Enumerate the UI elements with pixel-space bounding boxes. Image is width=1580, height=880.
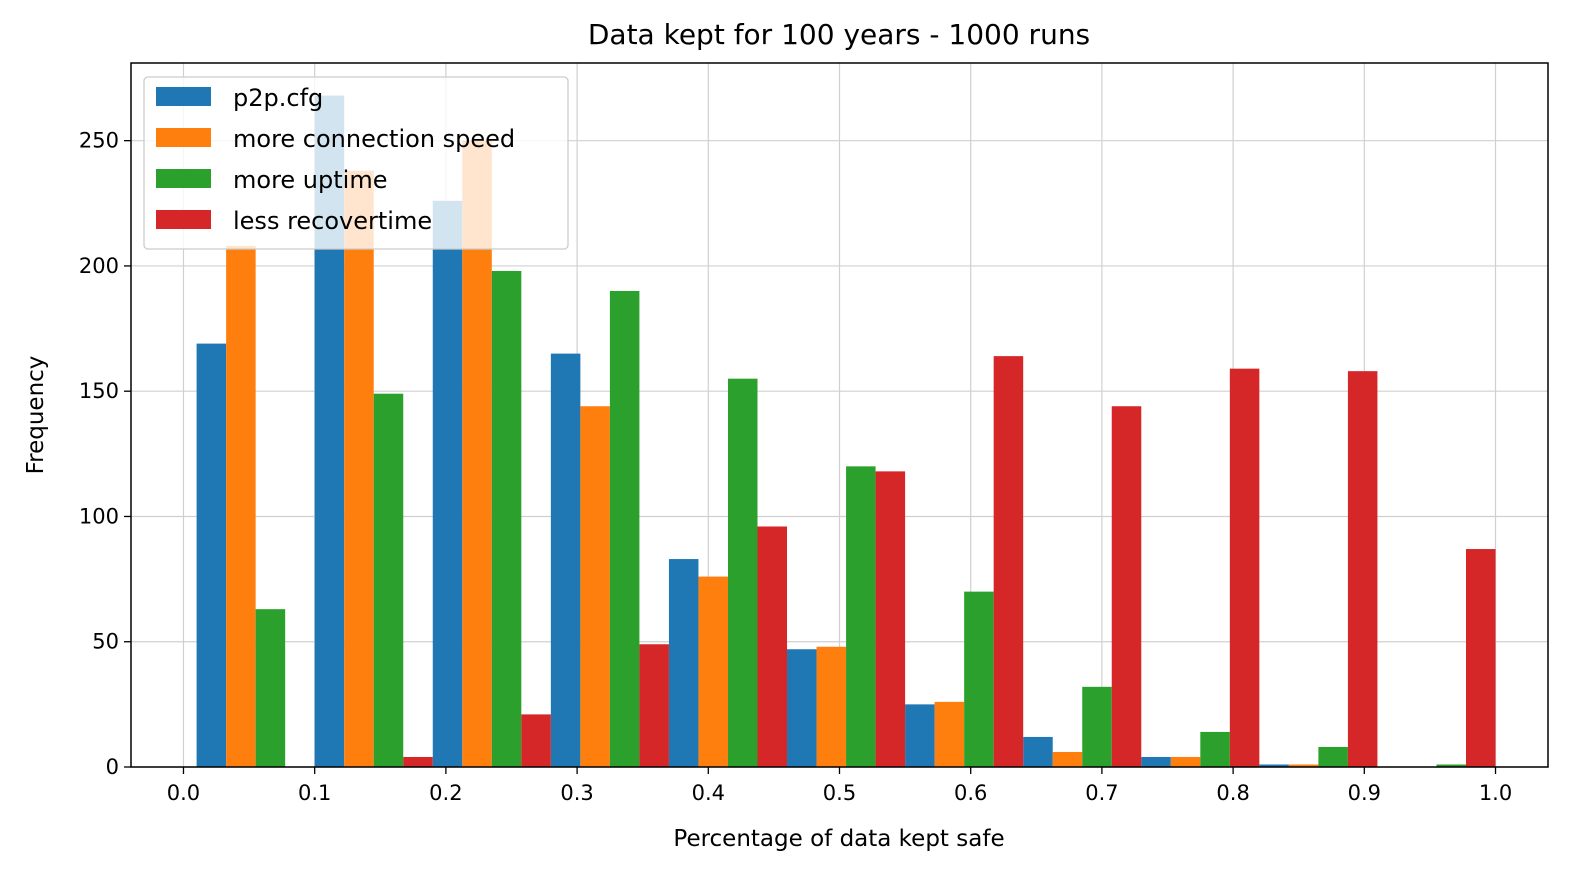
legend-label: more uptime [233, 166, 387, 194]
y-tick-label: 150 [79, 379, 119, 403]
bar-less-recovertime [639, 644, 669, 767]
y-tick-label: 100 [79, 504, 119, 528]
y-tick-label: 250 [79, 129, 119, 153]
bar-more-connection-speed [1170, 756, 1201, 767]
bar-more-connection-speed [580, 406, 610, 767]
x-tick-label: 0.5 [823, 781, 856, 805]
x-tick-label: 0.2 [429, 781, 462, 805]
bar-more-uptime [1200, 731, 1230, 767]
bar-p2p-cfg [432, 200, 463, 768]
bar-less-recovertime [875, 471, 906, 767]
bar-p2p-cfg [787, 649, 817, 767]
legend-label: p2p.cfg [233, 84, 323, 112]
x-tick-label: 0.3 [560, 781, 593, 805]
bar-p2p-cfg [196, 343, 227, 767]
x-tick-label: 0.1 [298, 781, 331, 805]
bar-p2p-cfg [1259, 764, 1289, 767]
bar-more-connection-speed [934, 701, 965, 767]
bar-more-uptime [846, 466, 876, 767]
bar-more-uptime [964, 591, 994, 767]
bar-less-recovertime [993, 356, 1024, 767]
bar-p2p-cfg [668, 559, 699, 767]
legend-label: less recovertime [233, 207, 432, 235]
bar-p2p-cfg [1141, 756, 1171, 767]
bar-more-connection-speed [226, 245, 256, 768]
bar-less-recovertime [1111, 406, 1142, 767]
bar-less-recovertime [521, 714, 551, 767]
legend-swatch [156, 87, 211, 106]
bar-more-uptime [727, 378, 758, 767]
legend-box [143, 76, 569, 250]
bar-more-connection-speed [1052, 751, 1083, 767]
bar-more-uptime [1082, 686, 1112, 767]
x-tick-label: 0.7 [1085, 781, 1118, 805]
bar-less-recovertime [1347, 371, 1378, 767]
bar-less-recovertime [1465, 549, 1496, 767]
axis-ticks: 0.0 0.1 0.2 0.3 0.4 0.5 0.6 0.7 0.8 0.9 1.0 0 50 100 1… [79, 129, 1512, 805]
bar-more-uptime [255, 609, 286, 767]
x-tick-label: 0.0 [167, 781, 200, 805]
bar-more-uptime [1436, 764, 1466, 767]
bars [196, 95, 1496, 768]
bar-more-uptime [609, 290, 640, 767]
bar-less-recovertime [403, 756, 433, 767]
bar-less-recovertime [1229, 368, 1260, 767]
legend: p2p.cfg more connection speed more uptime l… [143, 76, 569, 250]
x-tick-label: 0.4 [692, 781, 725, 805]
bar-more-connection-speed [1288, 764, 1319, 767]
x-tick-label: 0.9 [1348, 781, 1381, 805]
bar-p2p-cfg [550, 353, 581, 767]
y-axis-label: Frequency [23, 356, 49, 475]
legend-swatch [156, 210, 211, 229]
bar-less-recovertime [757, 526, 788, 767]
x-tick-label: 0.8 [1216, 781, 1249, 805]
chart-title: Data kept for 100 years - 1000 runs [588, 18, 1090, 51]
bar-more-uptime [1318, 746, 1348, 767]
y-tick-label: 200 [79, 254, 119, 278]
legend-swatch [156, 128, 211, 147]
x-tick-label: 1.0 [1479, 781, 1512, 805]
bar-p2p-cfg [905, 704, 935, 767]
bar-more-uptime [491, 270, 522, 767]
bar-more-uptime [373, 393, 404, 767]
legend-label: more connection speed [233, 125, 515, 153]
legend-swatch [156, 169, 211, 188]
bar-more-connection-speed [344, 170, 374, 767]
bar-p2p-cfg [1023, 736, 1053, 767]
y-tick-label: 50 [92, 630, 119, 654]
bar-more-connection-speed [698, 576, 728, 767]
y-tick-label: 0 [106, 755, 119, 779]
bar-more-connection-speed [816, 646, 847, 767]
x-axis-label: Percentage of data kept safe [673, 826, 1004, 852]
x-tick-label: 0.6 [954, 781, 987, 805]
